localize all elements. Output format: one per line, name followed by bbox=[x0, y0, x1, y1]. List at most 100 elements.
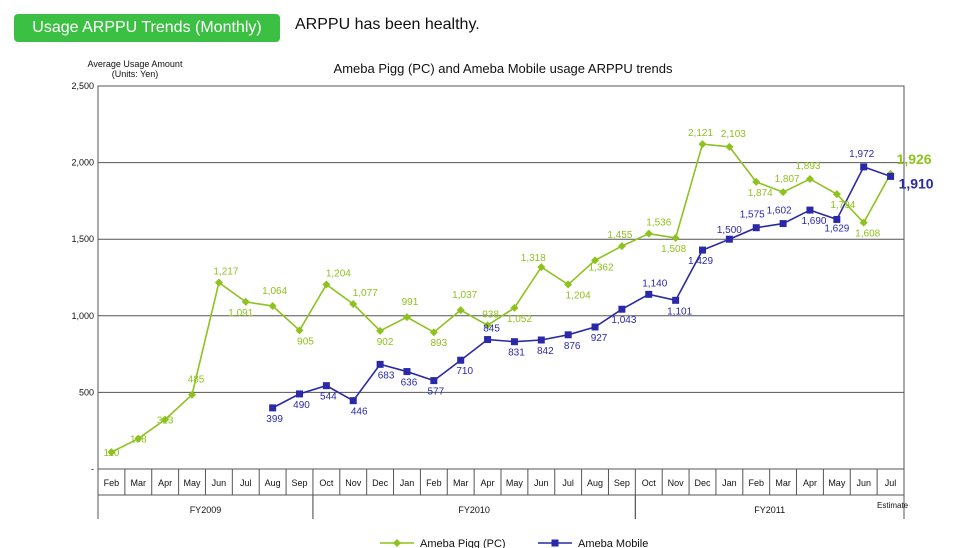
data-label-pigg: 902 bbox=[377, 337, 394, 348]
data-label-pigg: 1,091 bbox=[228, 308, 253, 319]
x-tick-label: Mar bbox=[775, 478, 791, 488]
data-label-mobile: 1,602 bbox=[767, 206, 792, 217]
data-point-mobile bbox=[860, 163, 868, 171]
data-point-mobile bbox=[349, 397, 357, 405]
data-label-mobile: 876 bbox=[564, 341, 581, 352]
data-point-mobile bbox=[887, 172, 895, 180]
data-label-mobile: 1,690 bbox=[801, 216, 826, 227]
data-label-pigg: 1,362 bbox=[589, 262, 614, 273]
data-point-pigg bbox=[752, 177, 761, 186]
data-label-mobile: 1,575 bbox=[740, 210, 765, 221]
data-point-mobile bbox=[510, 338, 518, 346]
data-point-pigg bbox=[161, 415, 170, 424]
data-label-pigg: 1,926 bbox=[897, 151, 932, 167]
x-tick-label: Jan bbox=[722, 478, 737, 488]
data-point-pigg bbox=[617, 242, 626, 251]
chart-title: Ameba Pigg (PC) and Ameba Mobile usage A… bbox=[334, 61, 673, 76]
data-label-mobile: 636 bbox=[401, 378, 418, 389]
x-tick-label: Feb bbox=[104, 478, 120, 488]
fiscal-year-label: FY2011 bbox=[754, 505, 785, 515]
y-tick-label: - bbox=[91, 464, 94, 474]
data-point-mobile bbox=[296, 390, 303, 398]
data-label-pigg: 1,064 bbox=[262, 286, 287, 297]
data-label-pigg: 1,807 bbox=[775, 174, 800, 185]
data-point-pigg bbox=[537, 263, 546, 272]
x-tick-label: Jul bbox=[240, 478, 252, 488]
legend-label-mobile: Ameba Mobile bbox=[578, 538, 648, 548]
data-point-mobile bbox=[403, 368, 411, 376]
label-layer: 1101983234851,2171,0911,0649051,2041,077… bbox=[103, 128, 933, 459]
x-tick-label: Nov bbox=[345, 478, 362, 488]
legend: Ameba Pigg (PC) Ameba Mobile bbox=[380, 538, 648, 548]
data-point-pigg bbox=[698, 140, 707, 149]
data-point-mobile bbox=[725, 235, 733, 243]
data-point-mobile bbox=[430, 377, 438, 385]
data-label-pigg: 1,608 bbox=[855, 229, 880, 240]
x-tick-label: May bbox=[828, 478, 846, 488]
x-tick-label: Jun bbox=[212, 478, 227, 488]
data-label-pigg: 1,893 bbox=[795, 161, 820, 172]
series-line-pigg bbox=[111, 143, 892, 453]
x-tick-label: Mar bbox=[453, 478, 469, 488]
section-badge: Usage ARPPU Trends (Monthly) bbox=[14, 14, 280, 42]
x-tick-label: Dec bbox=[372, 478, 389, 488]
data-point-pigg bbox=[268, 301, 277, 310]
data-label-pigg: 1,794 bbox=[830, 200, 855, 211]
legend-label-pigg: Ameba Pigg (PC) bbox=[420, 538, 506, 548]
y-tick-label: 1,500 bbox=[71, 234, 94, 244]
y-axis-units: (Units: Yen) bbox=[112, 69, 159, 79]
data-point-pigg bbox=[214, 278, 223, 287]
y-axis-label: Average Usage Amount bbox=[88, 59, 183, 69]
data-point-mobile bbox=[484, 336, 492, 344]
data-label-mobile: 490 bbox=[293, 400, 310, 411]
data-label-pigg: 1,508 bbox=[661, 244, 686, 255]
data-point-pigg bbox=[779, 188, 788, 197]
data-label-pigg: 2,121 bbox=[688, 128, 713, 139]
y-tick-label: 1,000 bbox=[71, 311, 94, 321]
data-label-mobile: 1,910 bbox=[899, 175, 934, 191]
data-point-mobile bbox=[591, 323, 599, 331]
data-point-pigg bbox=[510, 303, 519, 312]
data-point-pigg bbox=[591, 256, 600, 265]
data-point-pigg bbox=[188, 390, 197, 399]
series-layer bbox=[107, 140, 895, 457]
data-label-mobile: 1,429 bbox=[688, 256, 713, 267]
data-label-mobile: 831 bbox=[508, 348, 525, 359]
data-label-pigg: 1,052 bbox=[507, 314, 532, 325]
data-label-mobile: 1,043 bbox=[611, 315, 636, 326]
estimate-annotation: Estimate bbox=[877, 501, 909, 510]
x-tick-label: Jun bbox=[856, 478, 871, 488]
legend-marker-pigg bbox=[393, 539, 401, 547]
data-point-mobile bbox=[645, 290, 653, 298]
data-point-pigg bbox=[859, 218, 868, 227]
x-tick-label: Sep bbox=[291, 478, 307, 488]
series-line-mobile bbox=[272, 165, 891, 409]
data-point-pigg bbox=[671, 233, 680, 242]
data-point-mobile bbox=[699, 246, 706, 254]
data-label-pigg: 905 bbox=[297, 336, 314, 347]
x-tick-label: Feb bbox=[748, 478, 764, 488]
data-label-pigg: 1,536 bbox=[646, 218, 671, 229]
data-point-pigg bbox=[483, 321, 492, 330]
data-point-mobile bbox=[672, 296, 680, 304]
data-label-mobile: 1,500 bbox=[717, 225, 742, 236]
x-tick-label: May bbox=[184, 478, 202, 488]
data-point-pigg bbox=[376, 326, 385, 335]
data-label-pigg: 938 bbox=[482, 309, 499, 320]
data-point-pigg bbox=[805, 174, 814, 183]
data-point-mobile bbox=[322, 382, 330, 390]
data-point-pigg bbox=[322, 280, 331, 289]
data-label-mobile: 683 bbox=[378, 370, 395, 381]
x-tick-label: Aug bbox=[587, 478, 603, 488]
y-tick-label: 2,000 bbox=[71, 158, 94, 168]
data-label-mobile: 842 bbox=[537, 346, 554, 357]
data-point-pigg bbox=[295, 326, 304, 335]
x-tick-label: May bbox=[506, 478, 524, 488]
x-tick-label: Jun bbox=[534, 478, 549, 488]
fiscal-year-label: FY2010 bbox=[458, 505, 490, 515]
y-tick-label: 2,500 bbox=[71, 81, 94, 91]
data-label-mobile: 927 bbox=[591, 333, 608, 344]
data-label-mobile: 1,101 bbox=[667, 306, 692, 317]
x-tick-label: Feb bbox=[426, 478, 442, 488]
data-point-pigg bbox=[241, 297, 250, 306]
